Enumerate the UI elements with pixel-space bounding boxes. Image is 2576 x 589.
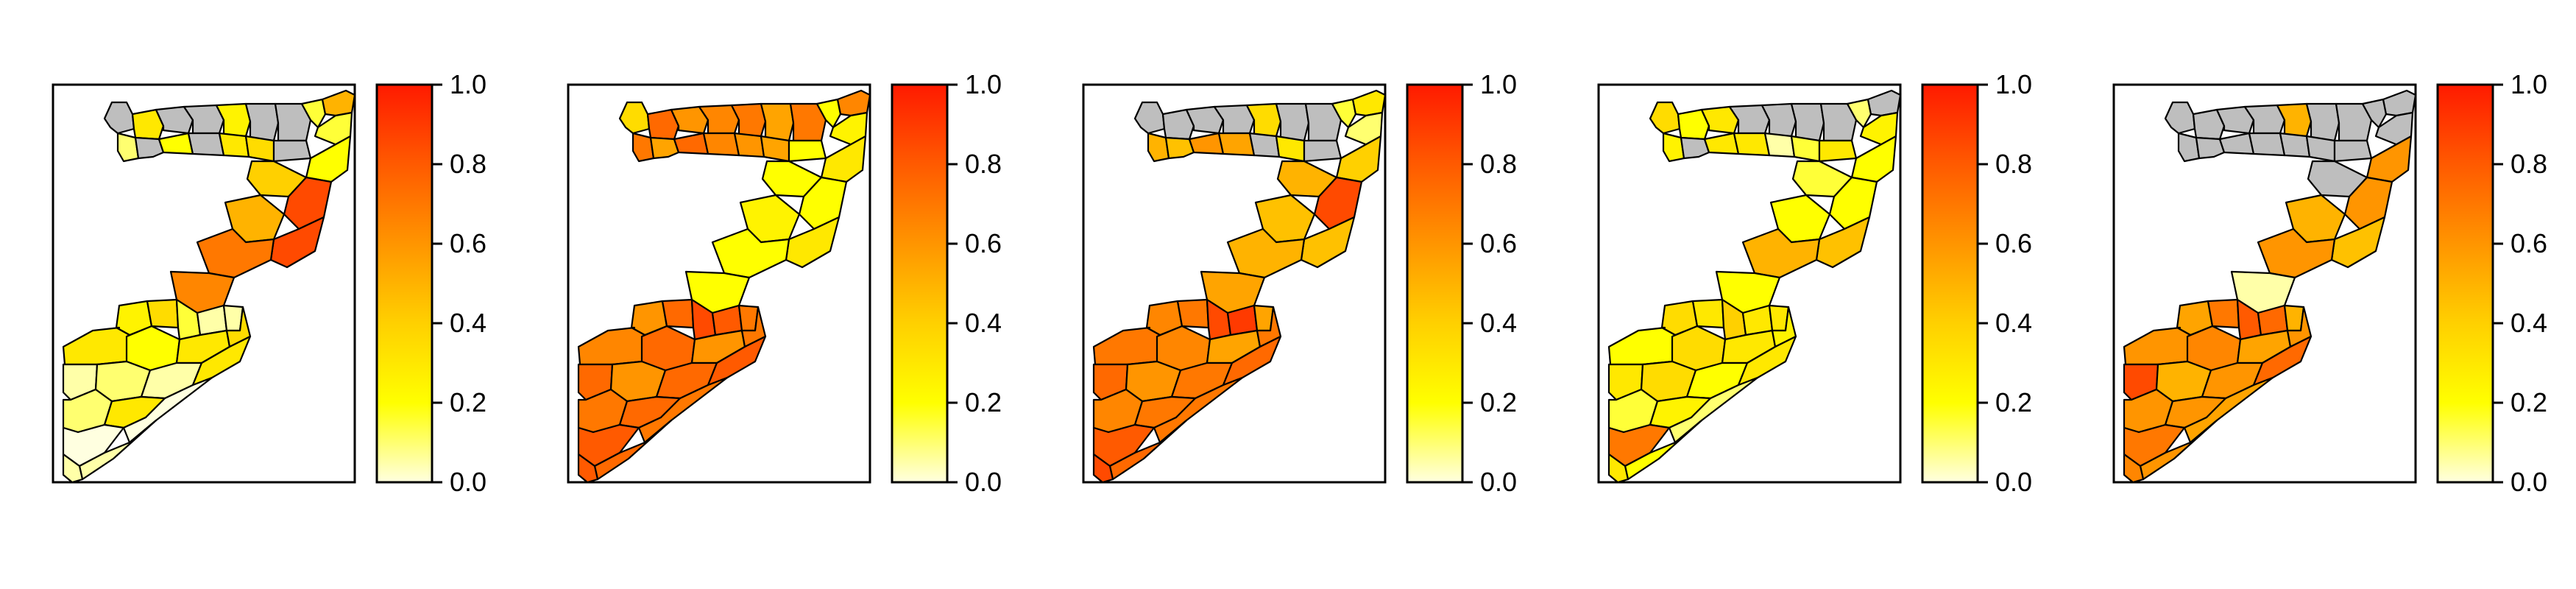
region-13 [704,133,739,155]
colorbar-gradient [377,85,432,482]
choropleth-panel-3: 0.0 0.2 0.4 0.6 0.8 1.0 [1083,69,1517,497]
region-26 [662,300,693,328]
region-14 [219,133,249,157]
colorbar-gradient [2438,85,2493,482]
colorbar-tick-label: 1.0 [1480,69,1517,99]
colorbar-tick-label: 0.2 [965,387,1002,417]
choropleth-panel-1: 0.0 0.2 0.4 0.6 0.8 1.0 [53,69,486,497]
choropleth-panel-2: 0.0 0.2 0.4 0.6 0.8 1.0 [568,69,1002,497]
region-6 [1276,104,1309,141]
region-14 [1250,133,1279,157]
region-15 [1791,136,1819,161]
colorbar: 0.0 0.2 0.4 0.6 0.8 1.0 [2438,69,2547,497]
colorbar-tick-label: 1.0 [965,69,1002,99]
colorbar-tick-label: 0.4 [965,308,1002,338]
region-26 [147,300,178,328]
region-16 [1304,141,1341,161]
colorbar-tick-label: 0.8 [450,149,486,179]
colorbar-tick-label: 0.8 [2510,149,2547,179]
region-13 [1734,133,1769,155]
region-13 [1219,133,1254,155]
region-14 [2280,133,2310,157]
colorbar: 0.0 0.2 0.4 0.6 0.8 1.0 [1407,69,1517,497]
colorbar-tick-label: 0.4 [450,308,486,338]
colorbar-tick-label: 0.0 [1480,467,1517,497]
colorbar: 0.0 0.2 0.4 0.6 0.8 1.0 [892,69,1002,497]
region-16 [789,141,826,161]
colorbar-gradient [1407,85,1462,482]
colorbar-tick-label: 0.0 [965,467,1002,497]
colorbar-gradient [892,85,947,482]
colorbar-tick-label: 0.0 [2510,467,2547,497]
colorbar-tick-label: 0.6 [2510,228,2547,258]
region-13 [2249,133,2285,155]
colorbar-tick-label: 0.2 [1480,387,1517,417]
region-13 [188,133,224,155]
region-26 [2208,300,2239,328]
colorbar-tick-label: 1.0 [450,69,486,99]
colorbar: 0.0 0.2 0.4 0.6 0.8 1.0 [377,69,486,497]
colorbar-tick-label: 0.6 [1995,228,2032,258]
colorbar-tick-label: 0.4 [1480,308,1517,338]
colorbar-tick-label: 0.6 [450,228,486,258]
colorbar-tick-label: 0.8 [1480,149,1517,179]
region-16 [2335,141,2371,161]
region-26 [1693,300,1724,328]
colorbar-tick-label: 1.0 [2510,69,2547,99]
colorbar-tick-label: 0.0 [450,467,486,497]
region-15 [761,136,789,161]
colorbar: 0.0 0.2 0.4 0.6 0.8 1.0 [1922,69,2032,497]
choropleth-panel-5: 0.0 0.2 0.4 0.6 0.8 1.0 [2114,69,2547,497]
colorbar-tick-label: 0.8 [1995,149,2032,179]
colorbar-tick-label: 0.4 [1995,308,2032,338]
choropleth-panel-4: 0.0 0.2 0.4 0.6 0.8 1.0 [1599,69,2032,497]
region-14 [735,133,764,157]
colorbar-gradient [1922,85,1978,482]
region-6 [761,104,793,141]
region-6 [2307,104,2339,141]
colorbar-tick-label: 1.0 [1995,69,2032,99]
colorbar-tick-label: 0.6 [965,228,1002,258]
region-16 [274,141,311,161]
region-6 [246,104,278,141]
colorbar-tick-label: 0.8 [965,149,1002,179]
colorbar-tick-label: 0.2 [2510,387,2547,417]
colorbar-tick-label: 0.0 [1995,467,2032,497]
colorbar-tick-label: 0.2 [1995,387,2032,417]
colorbar-tick-label: 0.2 [450,387,486,417]
region-15 [246,136,274,161]
region-15 [2307,136,2335,161]
region-16 [1819,141,1856,161]
colorbar-tick-label: 0.6 [1480,228,1517,258]
region-26 [1178,300,1209,328]
colorbar-tick-label: 0.4 [2510,308,2547,338]
region-15 [1276,136,1304,161]
region-14 [1765,133,1794,157]
region-6 [1791,104,1824,141]
